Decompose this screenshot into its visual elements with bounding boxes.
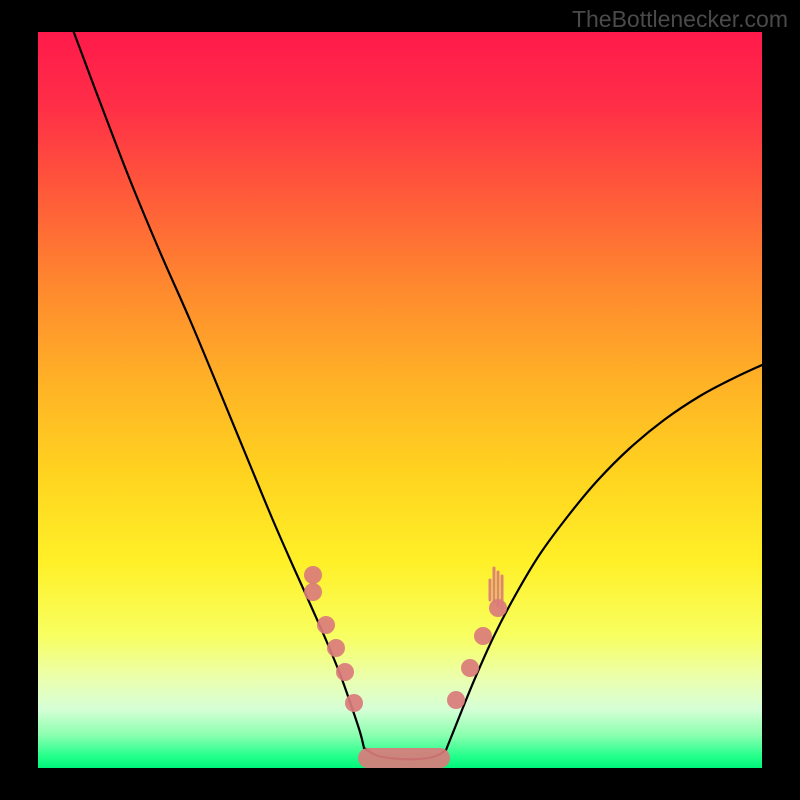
watermark-text: TheBottlenecker.com [572, 6, 788, 33]
chart-root: TheBottlenecker.com [0, 0, 800, 800]
marker-dot-left [304, 583, 322, 601]
chart-svg [0, 0, 800, 800]
plot-area [38, 32, 762, 768]
marker-dot-left [336, 663, 354, 681]
marker-dot-right [461, 659, 479, 677]
marker-dot-right [447, 691, 465, 709]
marker-dot-left [304, 566, 322, 584]
marker-dot-right [474, 627, 492, 645]
marker-dot-left [317, 616, 335, 634]
marker-dot-left [345, 694, 363, 712]
marker-dot-left [327, 639, 345, 657]
marker-bottom-pill [358, 748, 450, 768]
